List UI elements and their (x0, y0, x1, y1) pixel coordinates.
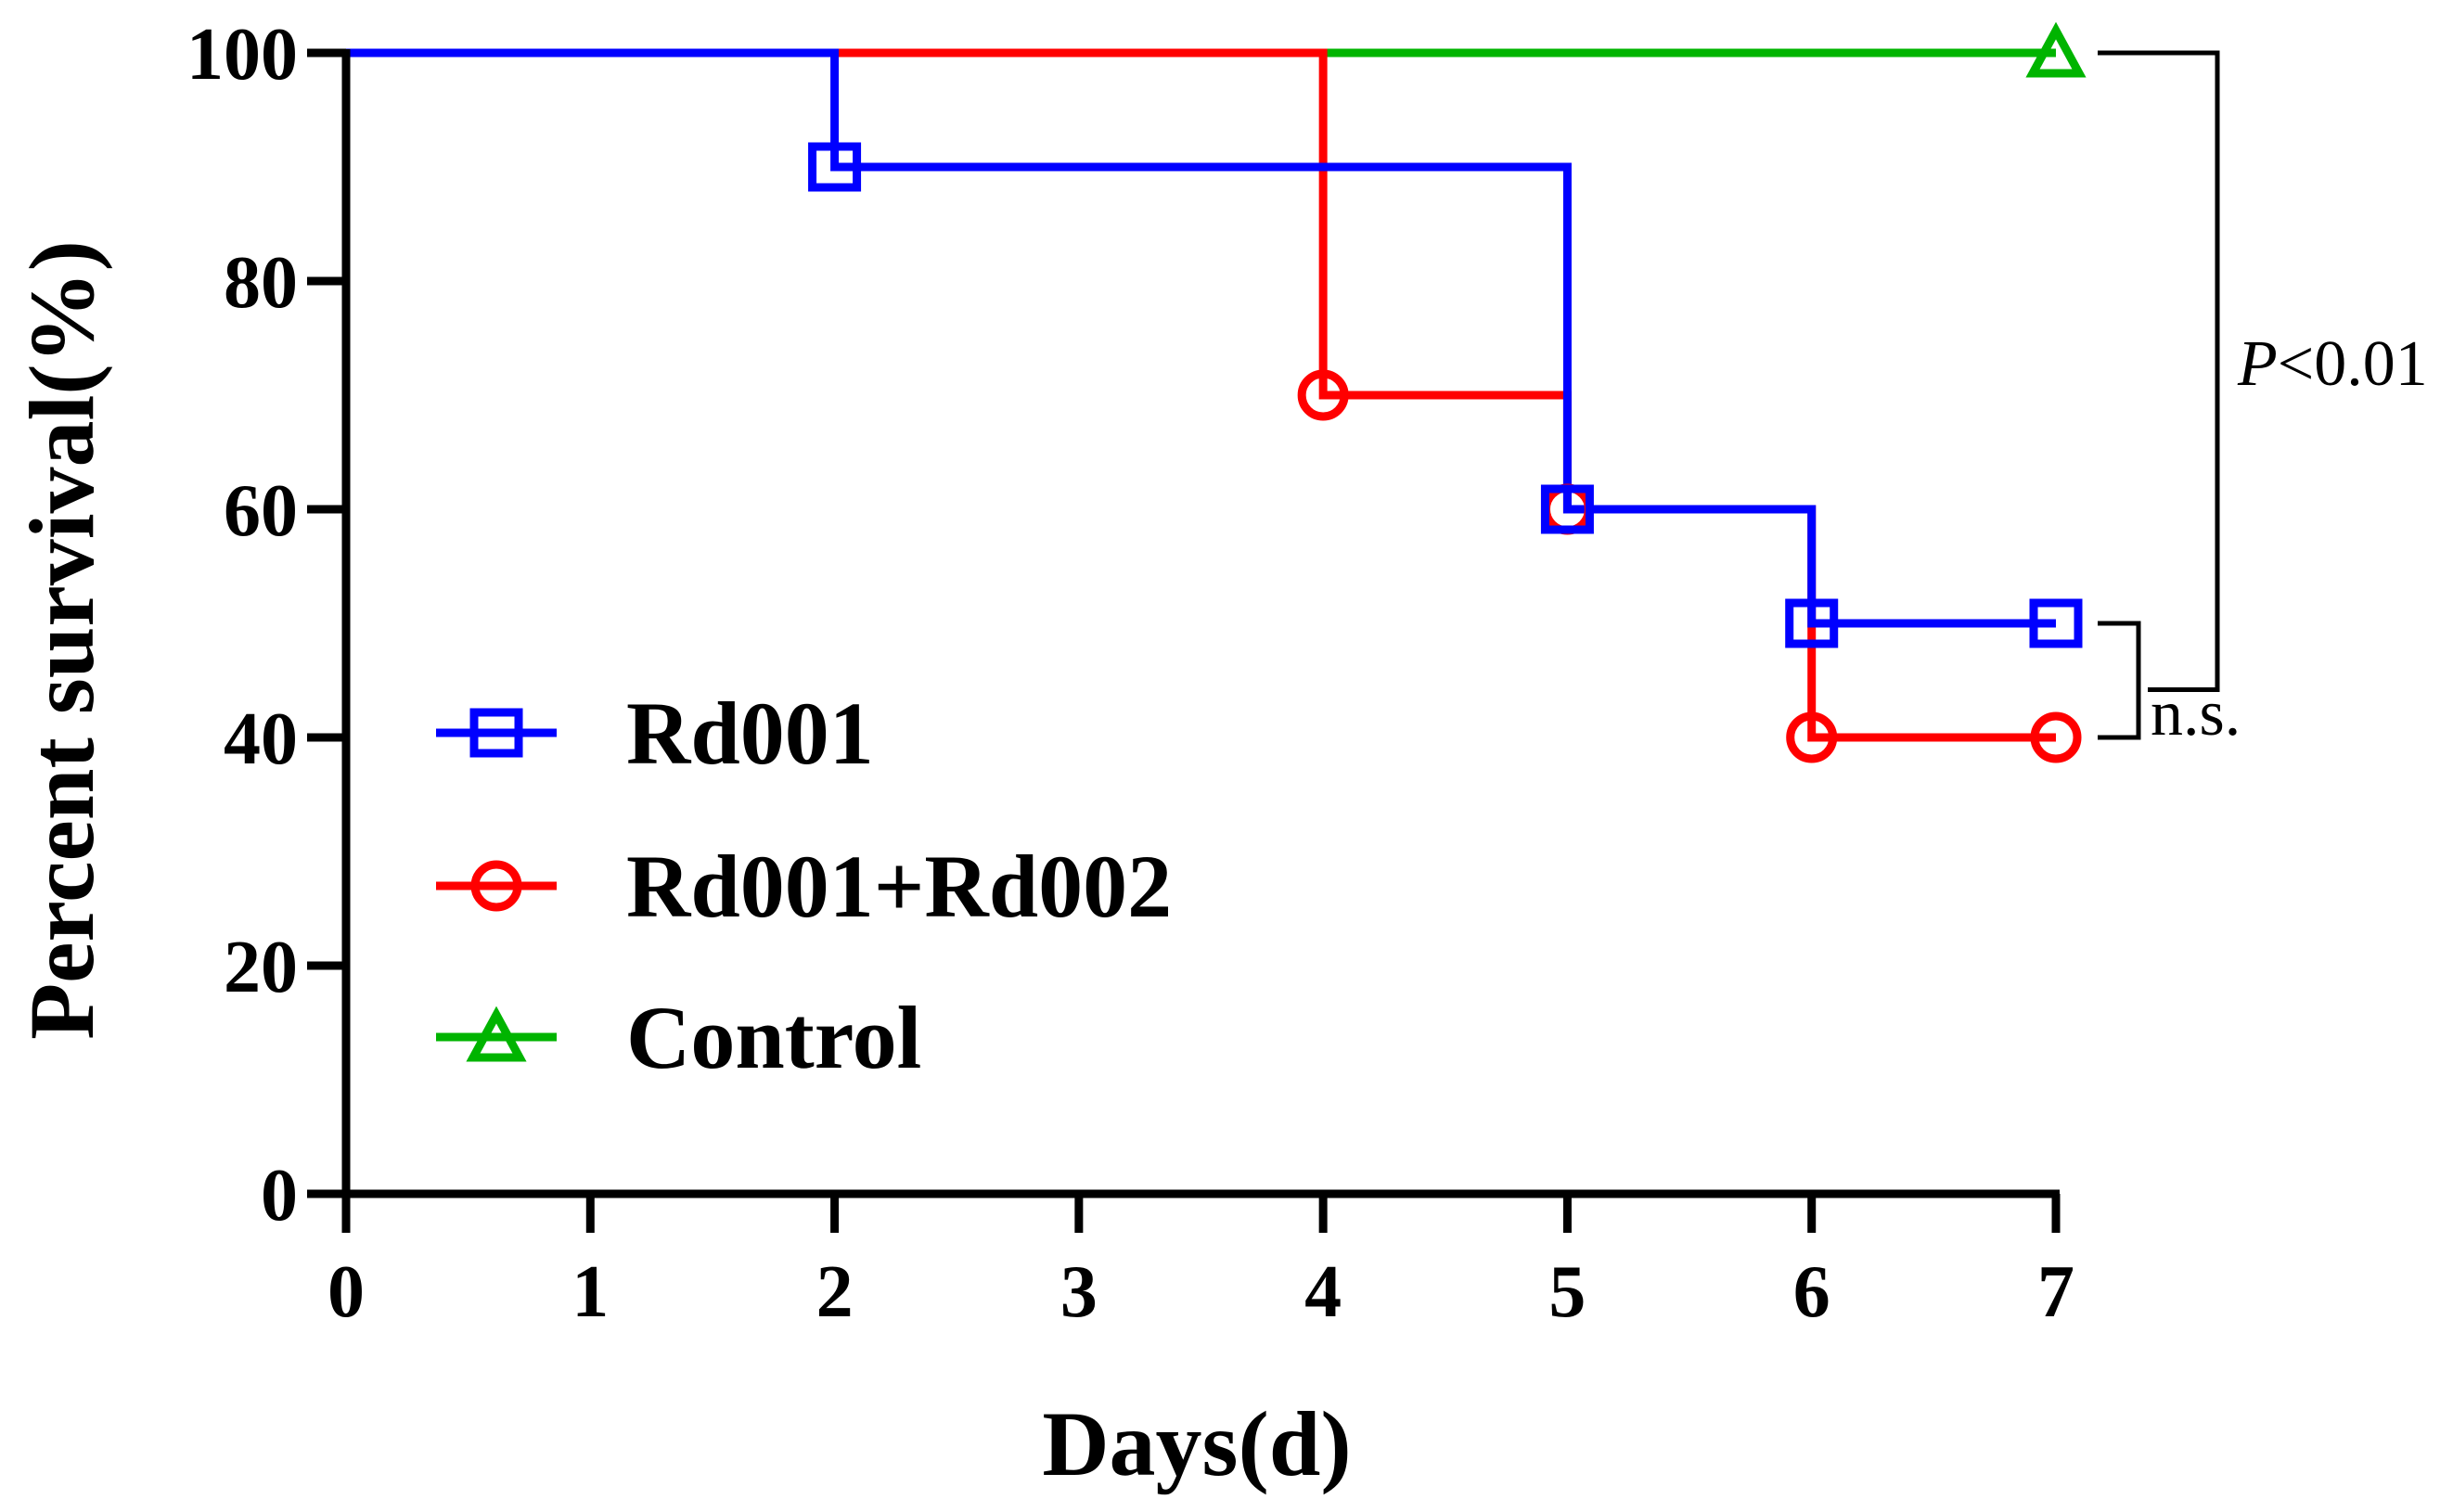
legend: Rd001 Rd001+Rd002 Control (436, 684, 1172, 1087)
y-tick-label: 100 (186, 14, 298, 96)
legend-item-rd001-rd002: Rd001+Rd002 (436, 837, 1172, 936)
x-tick-label: 6 (1793, 1251, 1830, 1333)
data-point-marker (1786, 711, 1838, 763)
x-tick-label: 0 (327, 1251, 365, 1333)
y-tick-label: 60 (224, 470, 298, 552)
series-line-rd001-rd002 (346, 48, 2056, 742)
data-point-marker (1540, 484, 1594, 534)
p-value-italic-p: P (2237, 328, 2278, 400)
y-tick-label: 40 (224, 698, 298, 780)
ns-bracket (2098, 621, 2141, 740)
legend-label: Control (626, 988, 921, 1087)
data-point-marker (2025, 21, 2087, 78)
x-axis-title: Days(d) (1042, 1392, 1351, 1495)
plot-area (346, 21, 2087, 763)
x-tick-label: 2 (816, 1251, 854, 1333)
y-tick-label: 0 (261, 1155, 298, 1237)
x-tick-label: 1 (572, 1251, 609, 1333)
data-point-marker (2029, 598, 2083, 648)
legend-marker-circle-icon (470, 860, 522, 912)
data-point-marker (1785, 598, 1839, 648)
data-point-marker (808, 142, 862, 192)
y-axis-title: Percent survival(%) (10, 240, 113, 1040)
p-value-bracket (2098, 50, 2220, 692)
x-tick-label: 4 (1304, 1251, 1342, 1333)
x-tick-label: 7 (2037, 1251, 2074, 1333)
x-tick-label: 5 (1548, 1251, 1586, 1333)
ns-label: n.s. (2151, 678, 2241, 750)
p-value-label: P<0.01 (2237, 328, 2428, 400)
significance-annotations: P<0.01 n.s. (2098, 50, 2428, 750)
legend-item-control: Control (436, 988, 921, 1087)
legend-marker-square-icon (469, 708, 523, 758)
data-point-marker (2030, 711, 2082, 763)
legend-label: Rd001 (626, 684, 874, 783)
p-value-threshold: <0.01 (2278, 328, 2428, 400)
legend-marker-triangle-icon (466, 1006, 527, 1062)
series-line-rd001 (346, 48, 2056, 628)
legend-item-rd001: Rd001 (436, 684, 874, 783)
data-point-marker (1297, 369, 1349, 421)
ticks: 0 20 40 60 80 100 0 1 2 3 4 5 6 7 (186, 14, 2074, 1333)
x-tick-label: 3 (1060, 1251, 1098, 1333)
y-tick-label: 20 (224, 927, 298, 1008)
legend-label: Rd001+Rd002 (626, 837, 1172, 936)
axes (341, 49, 2060, 1198)
y-tick-label: 80 (224, 242, 298, 324)
